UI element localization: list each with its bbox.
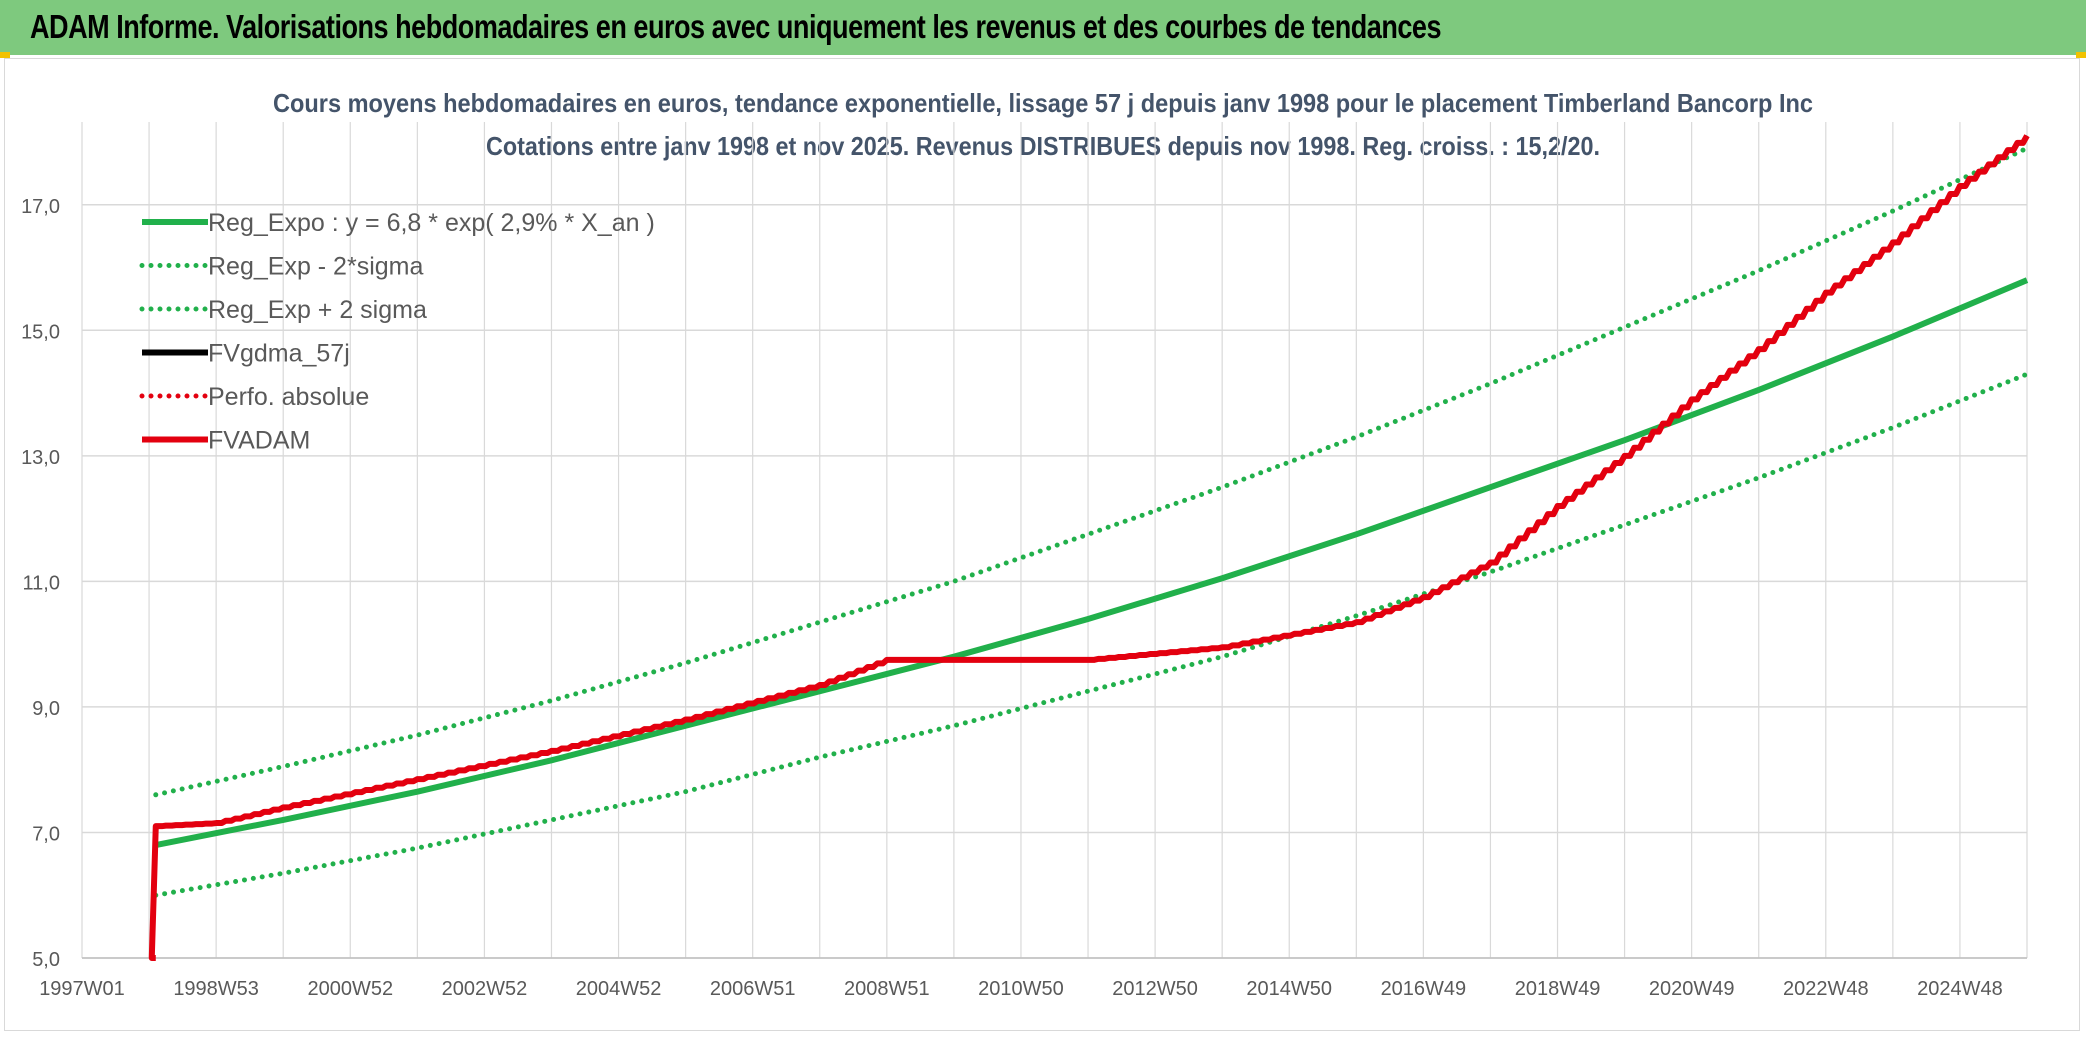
x-tick-label: 2022W48	[1783, 978, 1869, 1000]
y-tick-label: 13,0	[21, 447, 60, 469]
chart-title: Cours moyens hebdomadaires en euros, ten…	[273, 88, 1813, 118]
grid-layer	[81, 122, 2028, 959]
x-tick-label: 2008W51	[844, 978, 930, 1000]
series-line-0	[155, 277, 2029, 848]
banner-title: ADAM Informe. Valorisations hebdomadaire…	[30, 8, 1442, 45]
y-tick-label: 15,0	[21, 321, 60, 343]
legend: Reg_Expo : y = 6,8 * exp( 2,9% * X_an ) R…	[139, 209, 655, 455]
series-line-1	[153, 371, 2030, 898]
x-tick-label: 2000W52	[307, 978, 393, 1000]
x-tick-label: 2020W49	[1649, 978, 1735, 1000]
y-tick-label: 11,0	[23, 572, 60, 594]
x-tick-label: 2006W51	[710, 978, 796, 1000]
y-tick-label: 17,0	[21, 196, 60, 218]
series-line-2	[153, 145, 2030, 798]
x-tick-label: 2010W50	[978, 978, 1064, 1000]
x-tick-label: 2012W50	[1112, 978, 1198, 1000]
banner-corner-left	[0, 52, 10, 58]
x-tick-label: 2002W52	[442, 978, 528, 1000]
x-tick-label: 2014W50	[1246, 978, 1332, 1000]
banner-corner-right	[2076, 52, 2086, 58]
legend-label-1: Reg_Exp - 2*sigma	[208, 253, 423, 281]
x-tick-label: 2018W49	[1515, 978, 1601, 1000]
y-tick-label: 5,0	[32, 949, 60, 971]
x-tick-label: 2016W49	[1381, 978, 1467, 1000]
chart-subtitle: Cotations entre janv 1998 et nov 2025. R…	[486, 131, 1600, 161]
x-tick-label: 1997W01	[39, 978, 125, 1000]
legend-label-0: Reg_Expo : y = 6,8 * exp( 2,9% * X_an )	[208, 209, 655, 237]
legend-label-2: Reg_Exp + 2 sigma	[208, 296, 427, 324]
series-line-4	[148, 134, 2030, 961]
y-tick-label: 9,0	[32, 698, 60, 720]
legend-label-3: FVgdma_57j	[208, 340, 350, 368]
banner	[0, 0, 2086, 55]
y-tick-label: 7,0	[32, 823, 60, 845]
x-tick-label: 2004W52	[576, 978, 662, 1000]
x-tick-label: 1998W53	[173, 978, 259, 1000]
legend-label-4: Perfo. absolue	[208, 383, 369, 411]
legend-label-5: FVADAM	[208, 427, 310, 455]
axis-layer: 5,0 7,0 9,0 11,0 13,0 15,0 17,0 1997W01 1998W53 2…	[21, 196, 2027, 1000]
series-layer	[148, 134, 2030, 961]
x-tick-label: 2024W48	[1917, 978, 2003, 1000]
